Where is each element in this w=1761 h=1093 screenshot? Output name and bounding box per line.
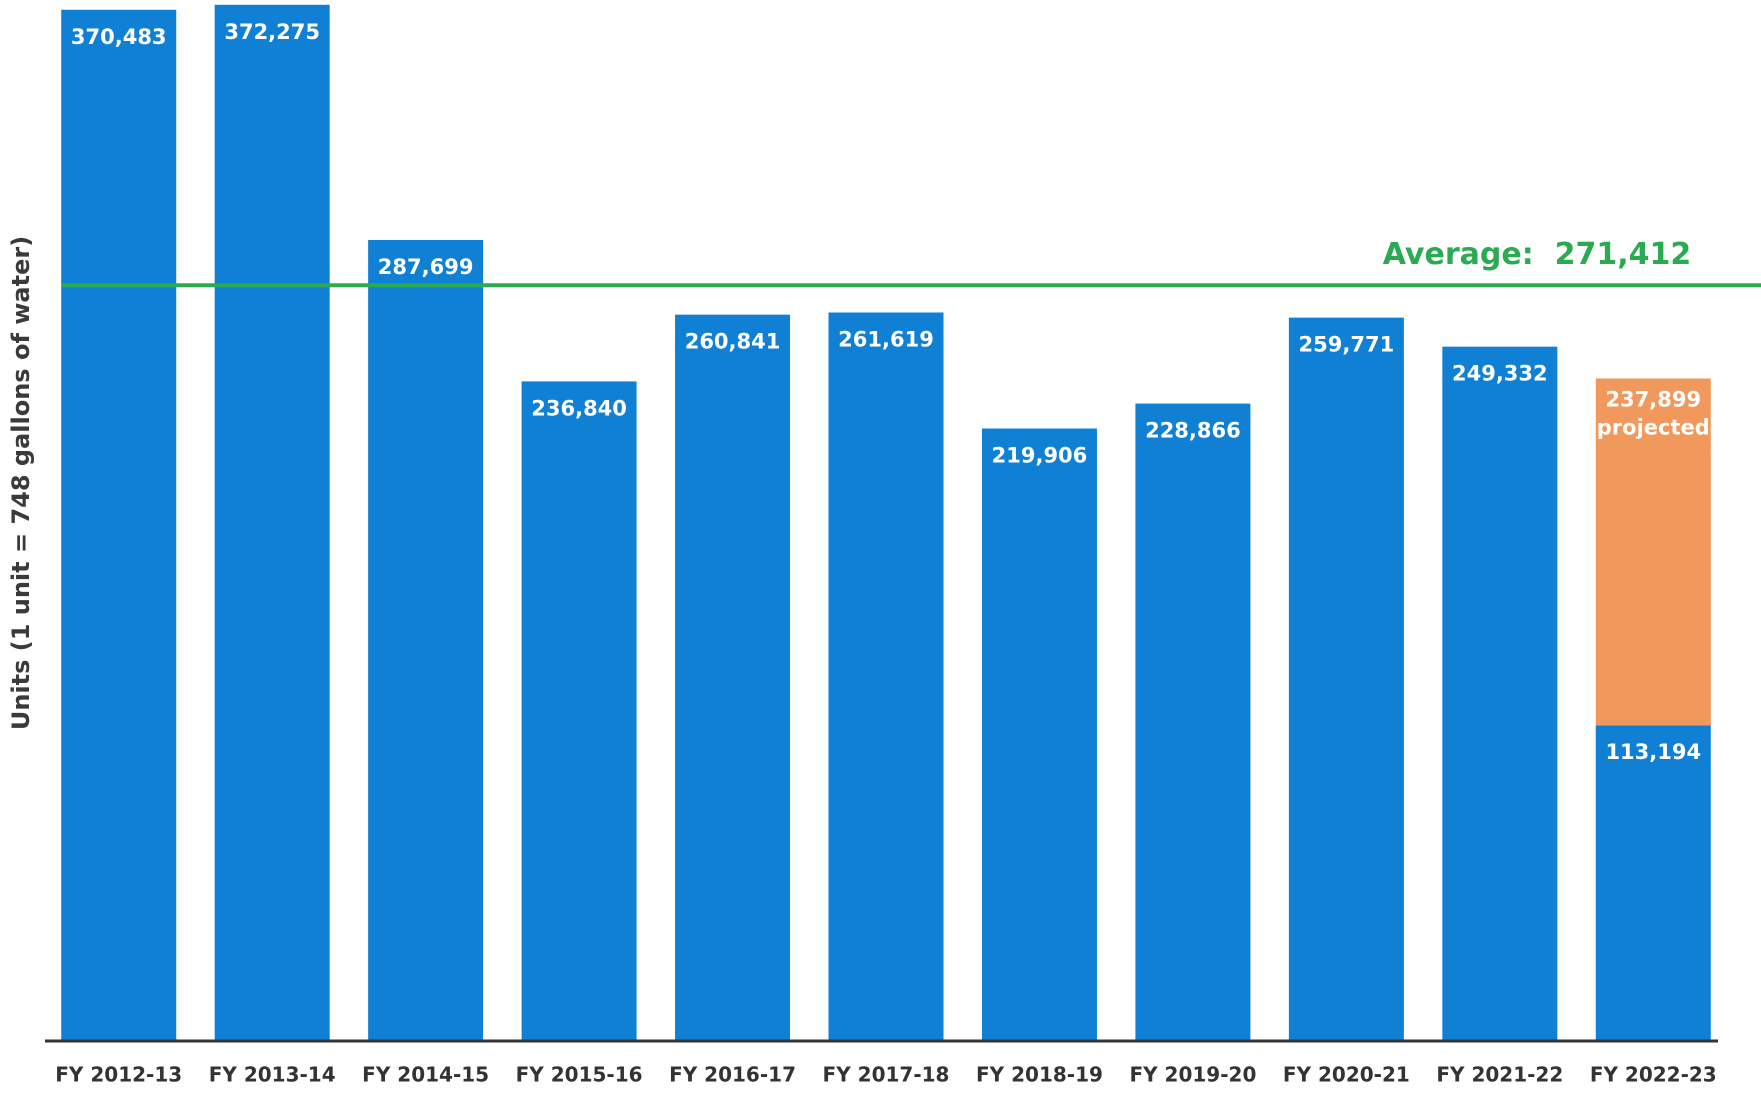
x-tick-label: FY 2019-20 <box>1129 1063 1256 1087</box>
x-tick-label: FY 2021-22 <box>1436 1063 1563 1087</box>
bar <box>675 314 791 1040</box>
x-tick-label: FY 2016-17 <box>669 1063 796 1087</box>
data-label: 370,483 <box>71 25 167 49</box>
bar <box>1288 317 1404 1040</box>
bar <box>521 381 637 1041</box>
bar <box>214 4 330 1041</box>
x-tick-label: FY 2018-19 <box>976 1063 1103 1087</box>
bar <box>1595 725 1711 1040</box>
average-label: Average: 271,412 <box>1383 237 1691 272</box>
x-tick-label: FY 2020-21 <box>1283 1063 1410 1087</box>
x-tick-label: FY 2022-23 <box>1590 1063 1717 1087</box>
bar <box>828 312 944 1041</box>
bar <box>61 9 177 1040</box>
data-label: 261,619 <box>838 328 934 352</box>
bar <box>368 239 484 1040</box>
projected-note: projected <box>1597 415 1710 439</box>
data-label: 236,840 <box>531 396 627 420</box>
data-label: 287,699 <box>378 255 474 279</box>
data-label: 259,771 <box>1299 333 1395 357</box>
bar <box>1442 346 1558 1040</box>
bar <box>981 428 1097 1040</box>
projected-total-label: 237,899 <box>1605 387 1701 411</box>
x-tick-label: FY 2012-13 <box>55 1063 182 1087</box>
x-tick-label: FY 2014-15 <box>362 1063 489 1087</box>
x-tick-label: FY 2017-18 <box>823 1063 950 1087</box>
data-label: 372,275 <box>224 20 320 44</box>
bar <box>1135 403 1251 1040</box>
bar <box>1595 378 1711 726</box>
data-label: 113,194 <box>1605 740 1701 764</box>
data-label: 249,332 <box>1452 362 1548 386</box>
y-axis-label: Units (1 unit = 748 gallons of water) <box>7 236 35 730</box>
data-label: 260,841 <box>685 330 781 354</box>
data-label: 219,906 <box>992 443 1088 467</box>
x-tick-label: FY 2013-14 <box>209 1063 336 1087</box>
x-tick-label: FY 2015-16 <box>516 1063 643 1087</box>
data-label: 228,866 <box>1145 419 1241 443</box>
